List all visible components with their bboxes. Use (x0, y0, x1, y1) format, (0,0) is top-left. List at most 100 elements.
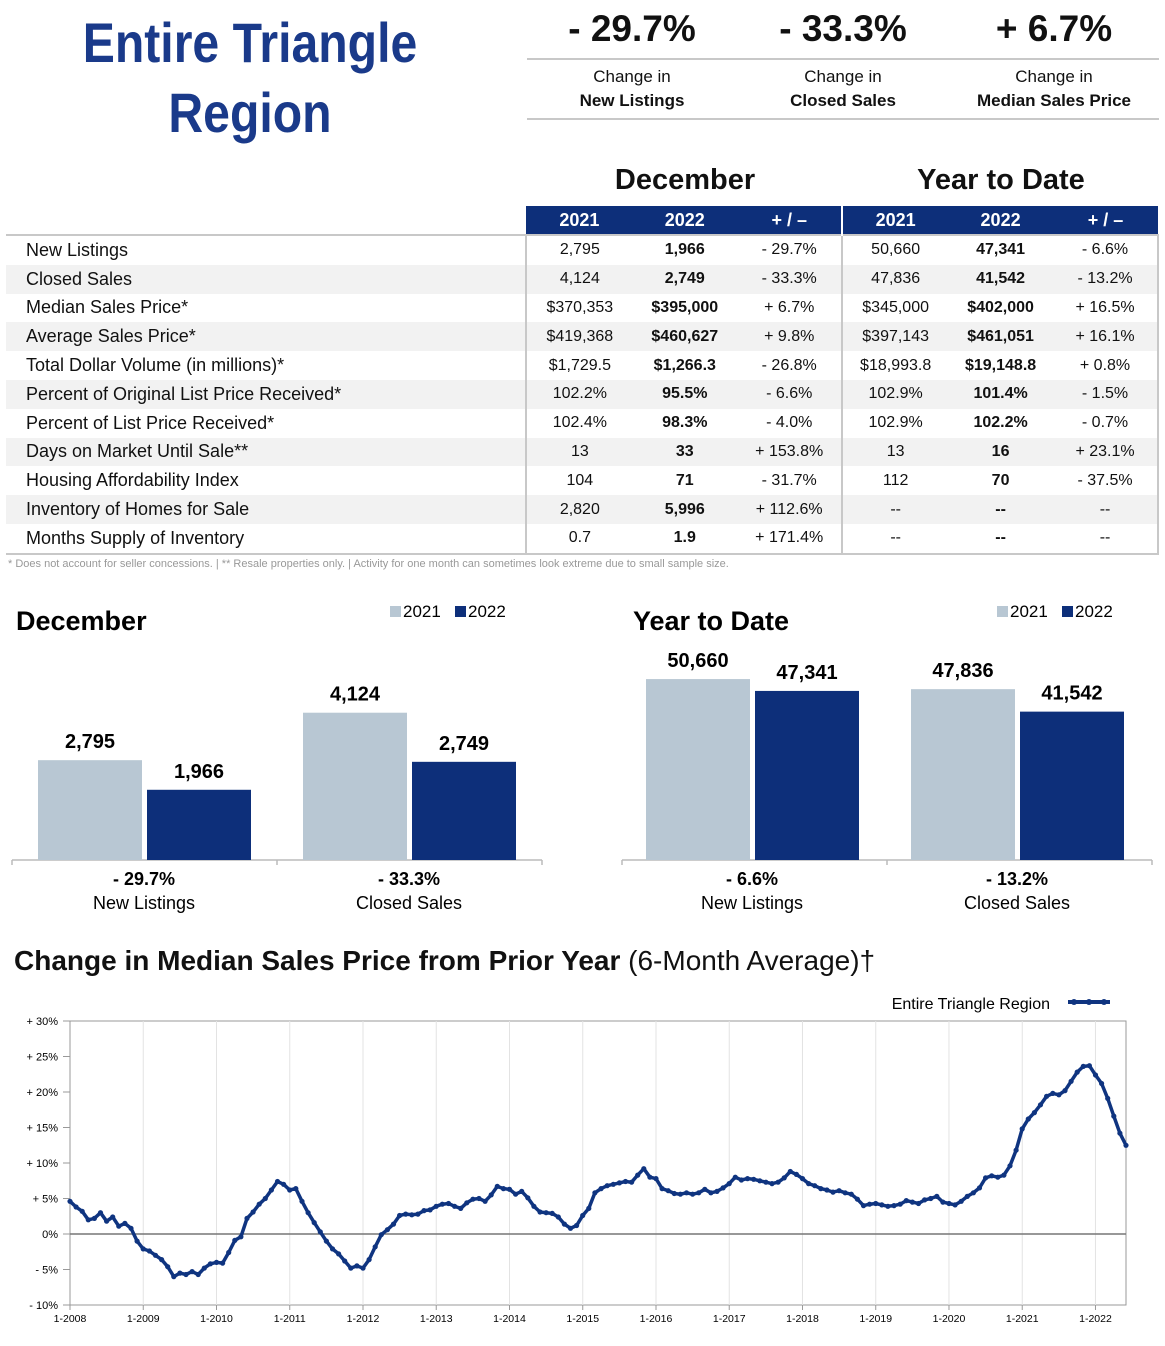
table-row: Closed Sales 4,124 2,749- 33.3% 47,836 41,54… (6, 264, 1159, 294)
data-point (110, 1214, 116, 1220)
data-point (647, 1174, 653, 1180)
data-point (848, 1191, 854, 1197)
x-tick-label: 1-2017 (713, 1313, 746, 1325)
column-header: 2022 (948, 206, 1054, 235)
y-tick-label: + 10% (27, 1158, 59, 1170)
x-tick-label: 1-2013 (420, 1313, 453, 1325)
data-point (537, 1209, 543, 1215)
data-point (738, 1177, 745, 1183)
legend-swatch-2022 (1062, 606, 1073, 617)
table-cell: + 16.5% (1053, 293, 1159, 323)
divider (527, 58, 1159, 60)
line-legend-label: Entire Triangle Region (892, 996, 1050, 1013)
x-tick-label: 1-2010 (200, 1313, 233, 1325)
row-label: Months Supply of Inventory (6, 523, 527, 555)
bar-2022-new-listings (147, 789, 251, 860)
data-point (1117, 1130, 1123, 1136)
change-value-closed-sales: - 33.3% (779, 8, 907, 49)
table-cell: 70 (991, 471, 1010, 489)
table-cell: -- (1053, 495, 1159, 524)
data-point (983, 1175, 989, 1181)
data-point (409, 1212, 415, 1218)
column-header: 2021 (841, 206, 949, 235)
x-tick-label: 1-2014 (493, 1313, 526, 1325)
x-tick-label: 1-2008 (54, 1313, 87, 1325)
data-point (213, 1259, 220, 1265)
data-point (1105, 1095, 1111, 1101)
legend-label-2021: 2021 (1010, 602, 1048, 621)
table-cell: - 31.7% (761, 471, 817, 489)
table-cell: 47,341 (948, 234, 1054, 265)
data-point (671, 1190, 677, 1197)
line-chart-title-main: Change in Median Sales Price from Prior … (14, 945, 621, 976)
data-point (1111, 1113, 1117, 1119)
data-point (1025, 1116, 1031, 1122)
table-cell: 33 (632, 437, 738, 467)
table-cell: -- (948, 495, 1054, 524)
bar-value-label: 1,966 (174, 761, 224, 783)
table-cell: + 16.1% (1053, 322, 1159, 352)
data-point (940, 1199, 946, 1205)
table-cell: 102.9% (841, 408, 949, 438)
data-point (903, 1198, 909, 1204)
table-cell: + 6.7% (764, 298, 815, 316)
data-point (390, 1221, 397, 1227)
data-point (91, 1215, 97, 1221)
data-point (1013, 1147, 1019, 1153)
table-row: New Listings 2,795 1,966- 29.7% 50,660 47,34… (6, 234, 1159, 265)
data-point (488, 1192, 494, 1198)
data-point (207, 1261, 213, 1267)
data-point (482, 1198, 488, 1204)
section-year-to-date: Year to Date (917, 164, 1085, 196)
data-point (177, 1270, 183, 1276)
data-point (79, 1208, 85, 1214)
change-label-line2: Median Sales Price (976, 91, 1132, 110)
table-cell: 102.9% (841, 379, 949, 409)
legend-swatch-2021 (997, 606, 1008, 617)
data-point (513, 1191, 519, 1197)
stats-table: 2021 2022 + / –2021 2022 + / – New Listings 2,… (6, 206, 1159, 555)
table-cell: 71 (675, 471, 694, 489)
bar-value-label: 4,124 (330, 684, 381, 706)
table-cell: $419,368 (525, 322, 633, 352)
data-point (860, 1203, 867, 1209)
table-cell: - 26.8% (761, 356, 817, 374)
table-row: Housing Affordability Index 104 71 - 31.7% 1… (6, 466, 1159, 496)
data-point (134, 1238, 140, 1244)
data-point (574, 1222, 580, 1229)
table-cell: 104 (525, 466, 633, 496)
data-point (348, 1265, 354, 1271)
y-tick-label: - 10% (29, 1300, 58, 1312)
data-point (531, 1203, 537, 1209)
table-cell: 0.7 (525, 523, 633, 555)
data-point (1050, 1090, 1056, 1096)
data-point (1031, 1110, 1037, 1116)
table-cell: -- (841, 523, 949, 555)
category-change-label: - 6.6% (726, 869, 778, 889)
data-point (189, 1269, 195, 1275)
data-point (604, 1183, 610, 1189)
header-blank (6, 206, 527, 235)
bar-value-label: 47,341 (776, 662, 837, 684)
y-tick-label: + 20% (27, 1087, 59, 1099)
data-point (787, 1168, 793, 1175)
data-point (268, 1187, 274, 1193)
data-point (976, 1185, 983, 1191)
data-point (806, 1181, 812, 1187)
table-cell: 16 (948, 437, 1054, 467)
data-point (653, 1176, 659, 1182)
table-row: Inventory of Homes for Sale 2,820 5,996 + 1… (6, 495, 1159, 524)
data-point (1123, 1142, 1129, 1148)
data-point (580, 1212, 586, 1219)
data-point (726, 1181, 732, 1187)
data-point (116, 1223, 122, 1229)
data-point (641, 1166, 647, 1172)
data-point (146, 1248, 152, 1254)
data-point (751, 1176, 757, 1182)
data-point (1099, 1080, 1105, 1087)
change-label-line1: Change in (804, 67, 882, 86)
change-value-new-listings: - 29.7% (568, 8, 696, 49)
x-tick-label: 1-2019 (859, 1313, 892, 1325)
legend-label-2022: 2022 (468, 602, 506, 621)
data-point (586, 1205, 592, 1211)
